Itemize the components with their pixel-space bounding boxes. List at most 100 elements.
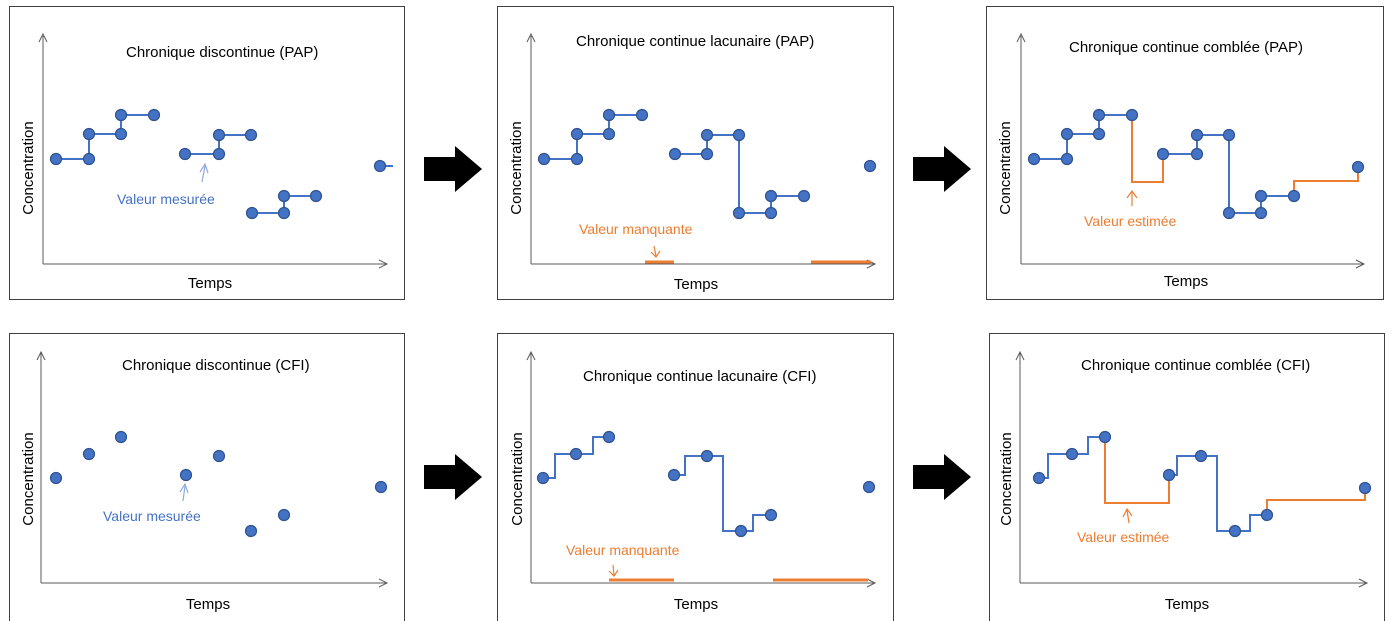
- x-axis-label: Temps: [674, 276, 718, 293]
- data-point: [668, 147, 682, 161]
- data-point: [277, 508, 291, 522]
- data-point: [1222, 206, 1236, 220]
- data-point: [245, 206, 259, 220]
- y-axis-label: Concentration: [998, 432, 1015, 525]
- data-point: [178, 147, 192, 161]
- panel-svg: Chronique discontinue (PAP) Temps Concen…: [9, 6, 405, 300]
- data-point: [700, 147, 714, 161]
- panel-svg: Chronique continue comblée (CFI) Temps C…: [989, 333, 1385, 621]
- annotation-pointer-icon: [1126, 189, 1138, 206]
- data-point: [764, 189, 778, 203]
- annotation-label: Valeur manquante: [579, 221, 693, 237]
- data-point: [1092, 127, 1106, 141]
- data-point: [82, 127, 96, 141]
- data-point: [1060, 152, 1074, 166]
- data-point: [1092, 108, 1106, 122]
- data-point: [635, 108, 649, 122]
- continuous-series: [544, 114, 804, 214]
- data-point: [1287, 189, 1301, 203]
- data-point: [277, 189, 291, 203]
- y-axis-label: Concentration: [509, 432, 526, 525]
- data-point: [1260, 508, 1274, 522]
- panel-cfi-filled: Chronique continue comblée (CFI) Temps C…: [989, 333, 1385, 621]
- data-point: [764, 508, 778, 522]
- x-axis-label: Temps: [1164, 273, 1208, 290]
- data-point: [49, 152, 63, 166]
- data-point: [244, 524, 258, 538]
- data-point: [82, 152, 96, 166]
- data-point: [49, 471, 63, 485]
- data-point: [1254, 189, 1268, 203]
- measured-points: [49, 108, 387, 220]
- data-point: [732, 206, 746, 220]
- data-point: [570, 127, 584, 141]
- panel-title: Chronique continue comblée (PAP): [1069, 39, 1303, 56]
- data-point: [373, 159, 387, 173]
- annotation-label: Valeur estimée: [1084, 213, 1177, 229]
- data-point: [114, 108, 128, 122]
- panel-svg: Chronique continue comblée (PAP) Temps C…: [986, 6, 1384, 300]
- panel-title: Chronique continue lacunaire (CFI): [583, 368, 816, 385]
- x-axis-label: Temps: [1165, 596, 1209, 613]
- measured-points: [49, 430, 388, 538]
- panel-cfi-discontinuous: Chronique discontinue (CFI) Temps Concen…: [9, 333, 405, 621]
- estimated-segments: [1104, 437, 1366, 515]
- y-axis-label: Concentration: [20, 432, 37, 525]
- panel-pap-gappy: Chronique continue lacunaire (PAP) Temps…: [497, 6, 894, 300]
- right-arrow-icon: [424, 454, 482, 500]
- data-point: [570, 152, 584, 166]
- data-point: [1222, 128, 1236, 142]
- data-point: [764, 206, 778, 220]
- data-point: [1065, 447, 1079, 461]
- data-point: [602, 108, 616, 122]
- x-axis-label: Temps: [674, 596, 718, 613]
- data-point: [1156, 147, 1170, 161]
- annotation-label: Valeur mesurée: [117, 191, 215, 207]
- data-point: [114, 430, 128, 444]
- data-point: [114, 127, 128, 141]
- data-point: [82, 447, 96, 461]
- data-point: [244, 128, 258, 142]
- data-point: [212, 128, 226, 142]
- panel-svg: Chronique continue lacunaire (PAP) Temps…: [497, 6, 894, 300]
- data-point: [1190, 128, 1204, 142]
- x-axis-label: Temps: [188, 275, 232, 292]
- data-point: [1027, 152, 1041, 166]
- annotation-pointer-icon: [650, 245, 661, 258]
- right-arrow-icon: [913, 454, 971, 500]
- data-point: [862, 480, 876, 494]
- estimated-segments: [1131, 115, 1359, 196]
- data-point: [667, 468, 681, 482]
- x-axis-label: Temps: [186, 596, 230, 613]
- y-axis-label: Concentration: [508, 121, 525, 214]
- data-point: [734, 524, 748, 538]
- panel-pap-discontinuous: Chronique discontinue (PAP) Temps Concen…: [9, 6, 405, 300]
- annotation-pointer-icon: [608, 564, 619, 577]
- data-point: [1194, 449, 1208, 463]
- y-axis-label: Concentration: [997, 121, 1014, 214]
- panel-cfi-gappy: Chronique continue lacunaire (CFI) Temps…: [497, 333, 894, 621]
- right-arrow-icon: [424, 146, 482, 192]
- data-point: [536, 471, 550, 485]
- measured-segments: [56, 114, 393, 214]
- measured-points: [536, 430, 876, 538]
- annotation-pointer-icon: [1122, 507, 1133, 524]
- data-point: [179, 468, 193, 482]
- y-axis-label: Concentration: [20, 121, 37, 214]
- data-point: [1098, 430, 1112, 444]
- panel-title: Chronique continue comblée (CFI): [1081, 357, 1310, 374]
- data-point: [1162, 468, 1176, 482]
- panel-title: Chronique discontinue (CFI): [122, 357, 310, 374]
- panel-pap-filled: Chronique continue comblée (PAP) Temps C…: [986, 6, 1384, 300]
- data-point: [1190, 147, 1204, 161]
- data-point: [1358, 481, 1372, 495]
- data-point: [700, 128, 714, 142]
- data-point: [212, 147, 226, 161]
- data-point: [602, 127, 616, 141]
- data-point: [147, 108, 161, 122]
- data-point: [797, 189, 811, 203]
- annotation-label: Valeur manquante: [566, 542, 680, 558]
- data-point: [569, 447, 583, 461]
- annotation-label: Valeur estimée: [1077, 529, 1170, 545]
- data-point: [1228, 524, 1242, 538]
